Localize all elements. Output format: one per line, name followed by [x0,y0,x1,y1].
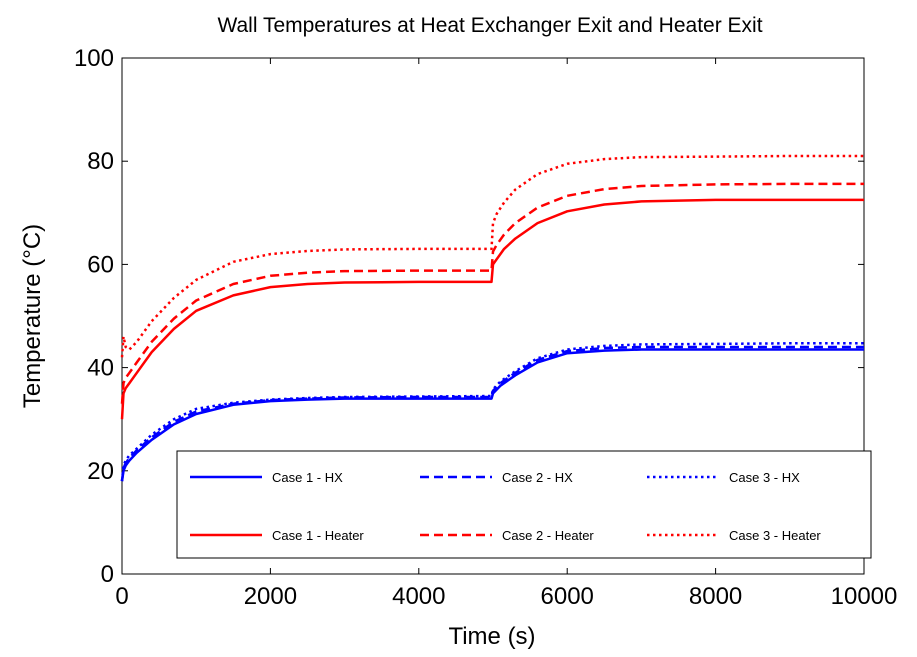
x-tick-label: 0 [115,583,128,610]
x-tick-label: 4000 [392,583,445,610]
series-line-3 [120,342,864,482]
series-line-2 [120,345,864,482]
x-axis-label: Time (s) [448,623,535,650]
chart-title: Wall Temperatures at Heat Exchanger Exit… [217,14,762,37]
legend-label: Case 3 - Heater [729,528,821,543]
x-tick-label: 6000 [541,583,594,610]
series-line-5 [120,182,864,404]
y-tick-label: 80 [87,148,114,175]
legend-label: Case 1 - Heater [272,528,364,543]
series-line-1 [120,348,864,482]
y-tick-label: 60 [87,251,114,278]
x-tick-label: 8000 [689,583,742,610]
y-tick-label: 20 [87,458,114,485]
series-lines [120,154,864,482]
series-line-6 [120,154,864,358]
axis-ticks: 0 2000 4000 6000 8000 10000 0 20 40 60 80 100 [74,45,897,610]
y-axis-label: Temperature (°C) [19,224,46,408]
series-line-4 [120,198,864,420]
legend-label: Case 2 - HX [502,470,573,485]
x-tick-label: 2000 [244,583,297,610]
legend-label: Case 1 - HX [272,470,343,485]
y-tick-label: 40 [87,355,114,382]
y-tick-label: 0 [101,561,114,588]
legend-label: Case 2 - Heater [502,528,594,543]
legend: Case 1 - HX Case 2 - HX Case 3 - HX Case 1 … [176,450,872,559]
x-tick-label: 10000 [831,583,898,610]
legend-box [176,450,872,559]
y-tick-label: 100 [74,45,114,72]
legend-label: Case 3 - HX [729,470,800,485]
